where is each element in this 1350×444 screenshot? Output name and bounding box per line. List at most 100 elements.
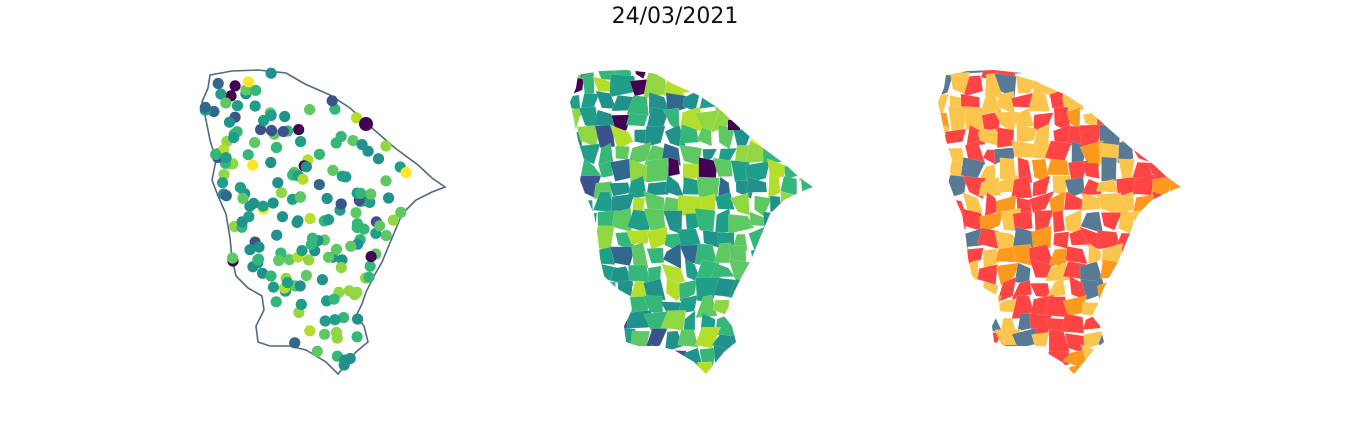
municipality-point [242, 76, 255, 88]
municipality-region [1047, 247, 1069, 266]
municipality-region [1100, 314, 1122, 335]
municipality-region [1129, 142, 1153, 163]
municipality-region [1132, 78, 1155, 91]
municipality-point [313, 148, 325, 160]
municipality-region [1149, 258, 1169, 278]
municipality-region [1028, 190, 1055, 214]
municipality-region [1185, 245, 1206, 268]
municipality-point [267, 197, 279, 209]
municipality-region [798, 111, 813, 130]
municipality-region [963, 75, 984, 97]
municipality-region [1183, 91, 1207, 115]
municipality-region [1187, 278, 1202, 301]
municipality-region [1049, 383, 1072, 404]
municipality-region [815, 364, 839, 382]
municipality-region [1168, 141, 1181, 167]
municipality-region [778, 259, 801, 285]
municipality-region [1133, 89, 1153, 116]
municipality-region [751, 113, 767, 129]
figure-title: 24/03/2021 [611, 4, 739, 29]
municipality-region [745, 314, 772, 335]
municipality-region [1113, 89, 1139, 111]
municipality-region [570, 141, 581, 167]
municipality-region [1135, 361, 1153, 374]
risk-choropleth-panel [938, 70, 1207, 404]
municipality-region [1167, 260, 1181, 285]
municipality-point [267, 281, 280, 293]
municipality-region [749, 211, 766, 227]
municipality-region [801, 298, 813, 318]
municipality-region [796, 125, 813, 144]
municipality-region [1088, 242, 1102, 266]
municipality-region [576, 349, 598, 367]
municipality-region [570, 312, 582, 337]
municipality-point [275, 187, 287, 199]
municipality-region [1180, 259, 1181, 280]
municipality-region [1149, 227, 1173, 249]
municipality-region [594, 279, 616, 298]
municipality-region [1103, 347, 1116, 372]
municipality-region [1112, 295, 1139, 318]
municipality-point [330, 243, 343, 255]
municipality-region [594, 332, 617, 352]
municipality-region [1063, 70, 1090, 82]
municipality-region [1031, 332, 1050, 347]
municipality-region [980, 295, 1003, 314]
municipality-point [305, 238, 317, 250]
municipality-region [821, 178, 839, 200]
municipality-region [801, 348, 813, 366]
municipality-point [283, 254, 295, 266]
municipality-region [633, 70, 652, 80]
municipality-region [1116, 112, 1138, 134]
municipality-region [1027, 91, 1051, 112]
municipality-region [728, 77, 755, 100]
municipality-region [643, 278, 666, 301]
municipality-region [798, 209, 813, 233]
municipality-region [711, 70, 734, 79]
municipality-region [938, 226, 950, 252]
municipality-region [570, 345, 579, 369]
municipality-region [967, 298, 986, 318]
municipality-region [570, 75, 584, 98]
municipality-region [662, 242, 682, 270]
municipality-region [802, 281, 813, 298]
municipality-point [338, 312, 350, 324]
municipality-point [303, 254, 315, 266]
municipality-region [676, 70, 697, 82]
municipality-region [784, 312, 798, 333]
municipality-region [1165, 73, 1181, 97]
municipality-point [400, 167, 412, 179]
municipality-point [326, 95, 338, 107]
municipality-region [1187, 313, 1202, 332]
municipality-region [1104, 379, 1122, 404]
municipality-region [1097, 326, 1122, 355]
municipality-region [982, 248, 1000, 269]
municipality-region [745, 368, 770, 374]
municipality-region [802, 90, 813, 116]
municipality-region [667, 157, 681, 177]
risk-regions [938, 70, 1207, 404]
municipality-region [598, 160, 614, 179]
municipality-region [679, 124, 700, 144]
municipality-region [665, 277, 687, 302]
municipality-region [798, 366, 813, 374]
municipality-region [938, 74, 954, 98]
municipality-region [764, 309, 789, 333]
municipality-region [750, 244, 768, 270]
municipality-region [715, 192, 735, 210]
municipality-region [994, 360, 1015, 374]
municipality-region [1113, 72, 1141, 97]
municipality-region [1079, 89, 1106, 113]
municipality-point [215, 88, 227, 100]
municipality-point [255, 124, 267, 136]
municipality-region [1067, 363, 1089, 374]
municipality-region [678, 279, 698, 302]
municipality-region [582, 71, 595, 96]
municipality-region [1053, 231, 1070, 249]
municipality-region [1150, 143, 1174, 166]
municipality-region [938, 346, 946, 367]
municipality-region [783, 75, 802, 93]
municipality-region [1186, 143, 1205, 159]
municipality-point [335, 131, 347, 143]
municipality-point [253, 241, 265, 253]
